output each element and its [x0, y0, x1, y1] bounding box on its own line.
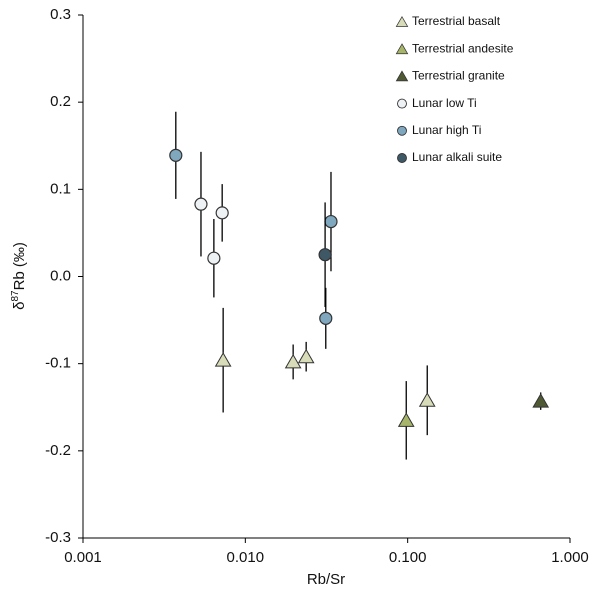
data-point: [418, 392, 436, 407]
legend-marker: [395, 70, 409, 82]
y-tick-label: 0.0: [50, 267, 71, 284]
y-tick-label: -0.3: [45, 529, 71, 546]
y-label-prefix: δ: [11, 302, 28, 310]
legend-marker: [397, 125, 407, 136]
data-point: [397, 412, 415, 427]
data-point: [169, 148, 183, 162]
legend-label: Terrestrial andesite: [412, 41, 514, 55]
y-axis-label: δ87Rb (‰): [10, 242, 28, 310]
data-point: [284, 353, 302, 369]
legend-label: Lunar high Ti: [412, 123, 481, 137]
data-point: [207, 251, 221, 265]
y-tick-label: -0.1: [45, 355, 71, 372]
legend-label: Lunar low Ti: [412, 96, 477, 110]
x-tick-label: 0.010: [227, 549, 265, 566]
y-tick-label: -0.2: [45, 442, 71, 459]
legend-label: Terrestrial granite: [412, 69, 505, 83]
legend-marker: [395, 15, 409, 27]
x-tick-label: 0.001: [64, 549, 102, 566]
legend-marker: [397, 98, 407, 109]
data-point: [215, 206, 229, 220]
x-tick-label: 0.100: [389, 549, 427, 566]
legend-label: Lunar alkali suite: [412, 150, 502, 164]
x-tick-label: 1.000: [551, 549, 589, 566]
y-tick-label: 0.2: [50, 93, 71, 110]
data-point: [532, 393, 550, 408]
legend-marker: [395, 43, 409, 55]
data-point: [214, 352, 232, 367]
y-label-main: Rb (‰): [11, 242, 28, 290]
legend-marker: [397, 153, 407, 163]
data-point: [194, 197, 208, 211]
legend-label: Terrestrial basalt: [412, 14, 501, 28]
data-point: [297, 348, 315, 364]
data-point: [324, 214, 338, 229]
x-axis-label: Rb/Sr: [307, 571, 345, 588]
data-point: [319, 311, 333, 325]
data-point: [318, 248, 332, 262]
y-tick-label: 0.3: [50, 6, 71, 23]
y-label-sup: 87: [10, 290, 21, 302]
y-tick-label: 0.1: [50, 180, 71, 197]
